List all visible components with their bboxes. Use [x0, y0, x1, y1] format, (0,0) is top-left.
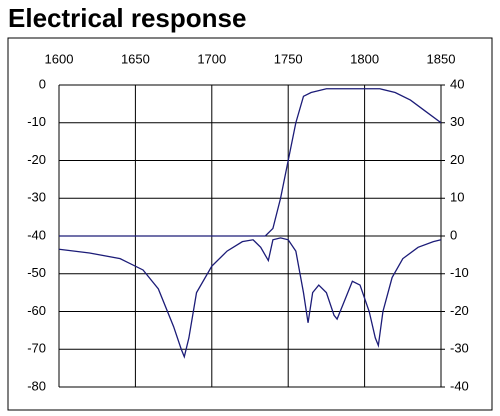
y2-tick-label: -30: [450, 341, 469, 356]
y2-tick-label: 0: [450, 227, 457, 242]
line-series: [58, 237, 442, 359]
y-tick-label: -20: [27, 152, 46, 167]
x-tick-label: 1650: [121, 51, 150, 66]
x-tick-label: 1750: [274, 51, 303, 66]
line-series: [59, 88, 442, 237]
y-tick-label: -70: [27, 341, 46, 356]
y2-tick-label: 10: [450, 190, 464, 205]
y-tick-label: -60: [27, 303, 46, 318]
y2-tick-label: -10: [450, 265, 469, 280]
x-tick-label: 1800: [350, 51, 379, 66]
chart-frame: [7, 37, 493, 411]
y-tick-label: 0: [39, 76, 46, 91]
y2-tick-label: 30: [450, 114, 464, 129]
y-tick-label: -10: [27, 114, 46, 129]
y-tick-label: -40: [27, 227, 46, 242]
y-tick-label: -30: [27, 190, 46, 205]
y2-tick-label: -20: [450, 303, 469, 318]
x-tick-label: 1600: [45, 51, 74, 66]
y-tick-label: -80: [27, 378, 46, 393]
y2-tick-label: 40: [450, 76, 464, 91]
y2-tick-label: -40: [450, 378, 469, 393]
y2-tick-label: 20: [450, 152, 464, 167]
chart-title: Electrical response: [8, 3, 246, 33]
y-tick-label: -50: [27, 265, 46, 280]
x-tick-label: 1700: [197, 51, 226, 66]
x-tick-label: 1850: [427, 51, 456, 66]
